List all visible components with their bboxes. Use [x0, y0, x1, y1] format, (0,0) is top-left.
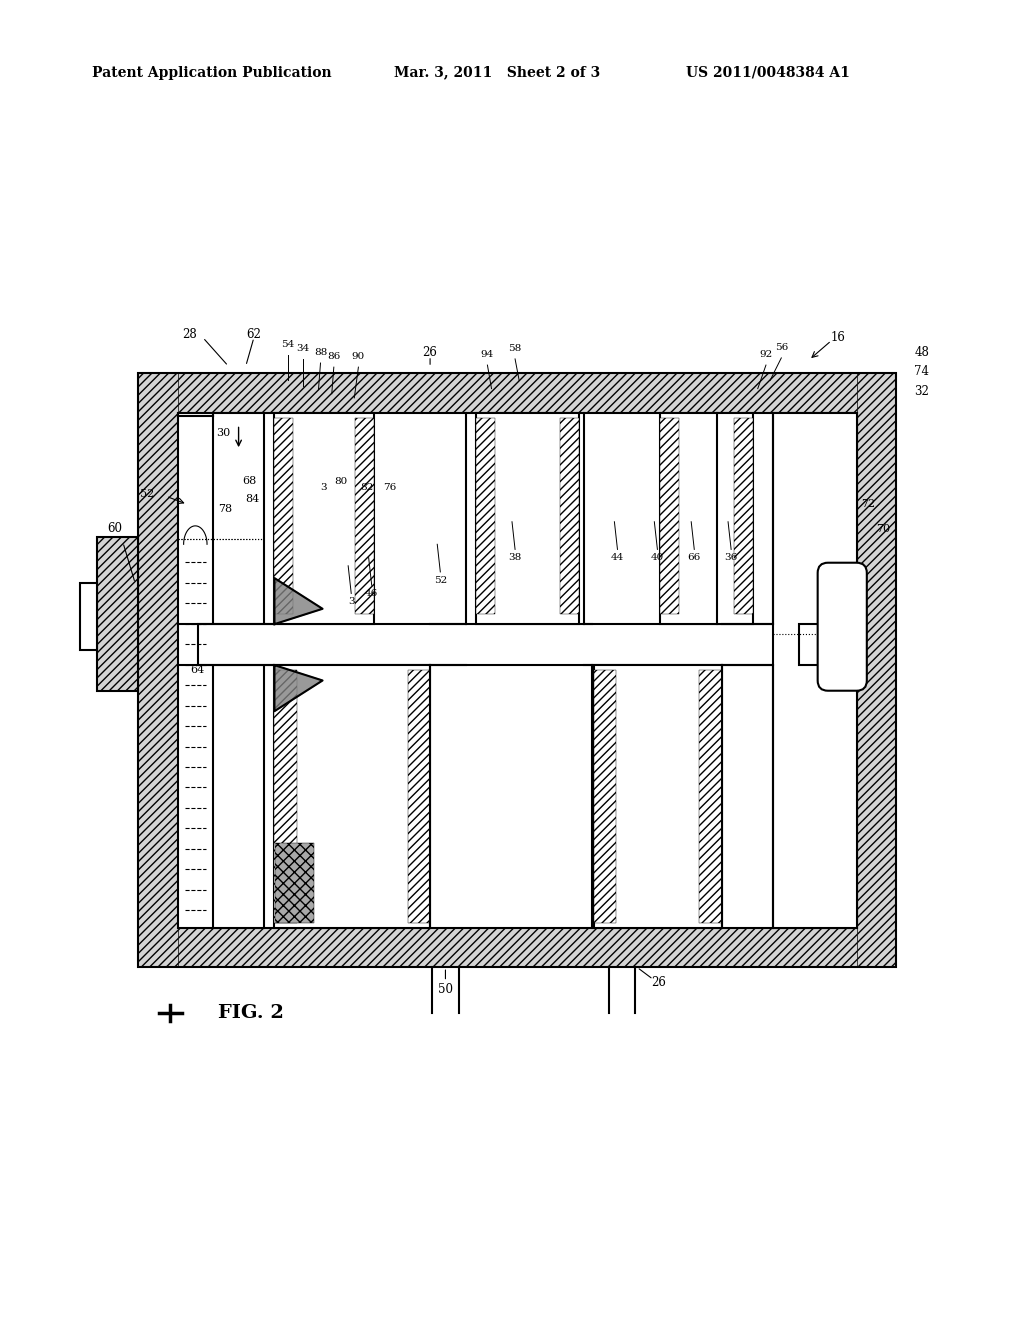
- Text: 34: 34: [297, 345, 309, 354]
- Bar: [80, 583, 97, 649]
- Text: 38: 38: [509, 553, 521, 562]
- Bar: [699, 671, 722, 923]
- Text: 90: 90: [352, 352, 365, 362]
- Text: 36: 36: [725, 553, 737, 562]
- Text: 70: 70: [876, 524, 890, 533]
- Text: 50: 50: [438, 983, 453, 997]
- Bar: [355, 418, 374, 614]
- Text: 52: 52: [434, 576, 446, 585]
- Bar: [138, 928, 896, 968]
- Bar: [275, 842, 314, 923]
- Text: Mar. 3, 2011   Sheet 2 of 3: Mar. 3, 2011 Sheet 2 of 3: [394, 66, 600, 79]
- Bar: [274, 665, 430, 928]
- Bar: [138, 374, 896, 968]
- Bar: [199, 624, 821, 665]
- Text: 84: 84: [245, 494, 259, 504]
- Polygon shape: [274, 578, 323, 624]
- Text: 88: 88: [314, 348, 327, 358]
- Text: 74: 74: [914, 364, 929, 378]
- Text: 26: 26: [423, 346, 437, 359]
- Text: US 2011/0048384 A1: US 2011/0048384 A1: [686, 66, 850, 79]
- Bar: [138, 374, 896, 413]
- Bar: [97, 537, 138, 690]
- Bar: [799, 624, 856, 665]
- Bar: [594, 665, 722, 928]
- FancyBboxPatch shape: [817, 562, 866, 690]
- Text: 3: 3: [321, 483, 327, 492]
- Text: 68: 68: [243, 475, 257, 486]
- Text: 80: 80: [335, 478, 347, 486]
- Text: 52: 52: [140, 490, 155, 499]
- Text: 16: 16: [830, 331, 845, 345]
- Bar: [734, 418, 753, 614]
- Bar: [274, 671, 297, 923]
- Bar: [856, 374, 896, 968]
- Bar: [594, 671, 616, 923]
- Text: 58: 58: [509, 345, 521, 354]
- Bar: [97, 537, 138, 690]
- Text: 48: 48: [914, 346, 929, 359]
- Bar: [408, 671, 430, 923]
- Text: 92: 92: [760, 350, 772, 359]
- Bar: [274, 418, 293, 614]
- Bar: [213, 413, 264, 928]
- Bar: [560, 418, 579, 614]
- Text: 46: 46: [366, 589, 378, 598]
- Text: 76: 76: [384, 483, 396, 492]
- Text: 30: 30: [216, 428, 230, 438]
- Bar: [178, 413, 856, 928]
- Bar: [660, 413, 753, 624]
- Text: 78: 78: [218, 504, 232, 515]
- Text: 82: 82: [360, 483, 373, 492]
- Text: 26: 26: [651, 975, 666, 989]
- Text: 94: 94: [481, 350, 494, 359]
- Text: 66: 66: [688, 553, 700, 562]
- Text: 3: 3: [348, 597, 354, 606]
- Bar: [274, 413, 374, 624]
- Text: 28: 28: [182, 327, 197, 341]
- Bar: [773, 413, 856, 928]
- Text: FIG. 2: FIG. 2: [218, 1005, 284, 1022]
- Text: Patent Application Publication: Patent Application Publication: [92, 66, 332, 79]
- Text: 64: 64: [190, 665, 205, 676]
- Text: 32: 32: [914, 385, 929, 399]
- Text: 44: 44: [611, 553, 624, 562]
- Polygon shape: [274, 665, 323, 711]
- Bar: [660, 418, 679, 614]
- Bar: [476, 418, 495, 614]
- Text: 56: 56: [775, 343, 787, 352]
- Bar: [476, 413, 579, 624]
- Bar: [138, 374, 178, 968]
- Text: 40: 40: [651, 553, 664, 562]
- Text: 86: 86: [328, 352, 340, 362]
- Text: 60: 60: [108, 523, 122, 536]
- Text: 62: 62: [247, 327, 261, 341]
- Text: 54: 54: [282, 341, 294, 348]
- Text: 72: 72: [861, 499, 876, 510]
